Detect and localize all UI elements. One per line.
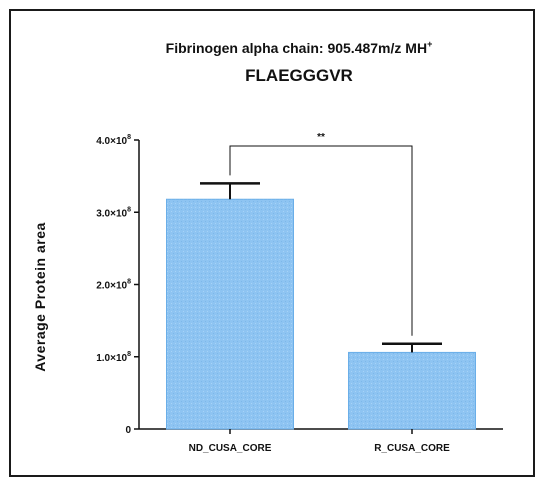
bar bbox=[166, 198, 294, 430]
chart-subtitle: FLAEGGGVR bbox=[245, 66, 353, 85]
chart-title: Fibrinogen alpha chain: 905.487m/z MH+ bbox=[166, 39, 433, 56]
significance-label: ** bbox=[317, 132, 325, 143]
significance-bracket bbox=[229, 145, 413, 336]
y-tick-label: 1.0×108 bbox=[96, 351, 131, 364]
bar-chart: Fibrinogen alpha chain: 905.487m/z MH+ F… bbox=[32, 39, 503, 454]
y-tick-label: 0 bbox=[125, 425, 131, 436]
y-axis-title: Average Protein area bbox=[32, 222, 48, 372]
chart-frame: Fibrinogen alpha chain: 905.487m/z MH+ F… bbox=[9, 9, 535, 477]
chart-title-superscript: + bbox=[427, 39, 432, 49]
x-tick-label: ND_CUSA_CORE bbox=[189, 443, 272, 454]
bar bbox=[348, 351, 476, 430]
y-tick-label: 3.0×108 bbox=[96, 206, 131, 219]
plot-area: 0 1.0×108 2.0×108 3.0×108 4.0×108 ND_CUSA_COR… bbox=[96, 132, 503, 454]
x-tick-label: R_CUSA_CORE bbox=[374, 443, 450, 454]
y-tick-label: 2.0×108 bbox=[96, 279, 131, 292]
y-tick-label: 4.0×108 bbox=[96, 134, 131, 147]
